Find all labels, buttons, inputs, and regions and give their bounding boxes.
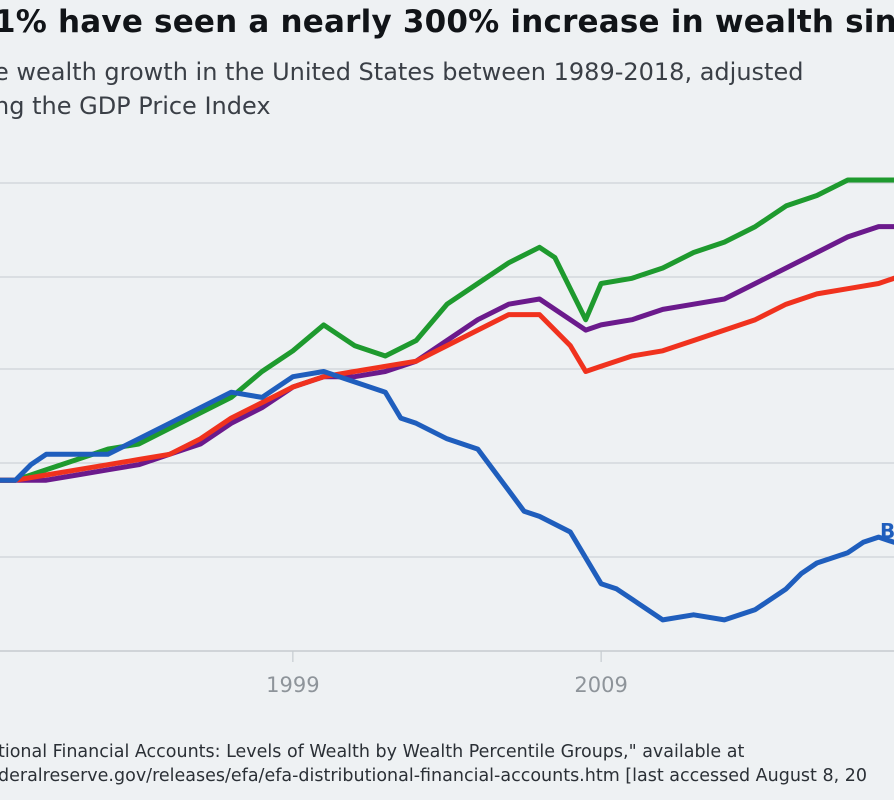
- gridlines: [0, 182, 894, 652]
- series-line-green: [0, 177, 894, 483]
- chart-subtitle-line-1: e wealth growth in the United States bet…: [0, 58, 804, 86]
- series-end-label: B: [880, 519, 894, 543]
- source-note-line-2: deralreserve.gov/releases/efa/efa-distri…: [0, 766, 868, 786]
- x-tick-label: 1999: [266, 673, 319, 697]
- series-line-blue: [0, 369, 894, 623]
- x-axis-ticks: 1999 2009: [266, 651, 628, 697]
- chart-subtitle-line-2: ng the GDP Price Index: [0, 92, 271, 120]
- x-tick-label: 2009: [574, 673, 627, 697]
- series-line-purple: [0, 224, 894, 483]
- source-note-line-1: tional Financial Accounts: Levels of Wea…: [0, 742, 745, 762]
- chart-title: 1% have seen a nearly 300% increase in w…: [0, 4, 894, 40]
- series-line-red: [0, 275, 894, 483]
- series-lines: [0, 177, 894, 623]
